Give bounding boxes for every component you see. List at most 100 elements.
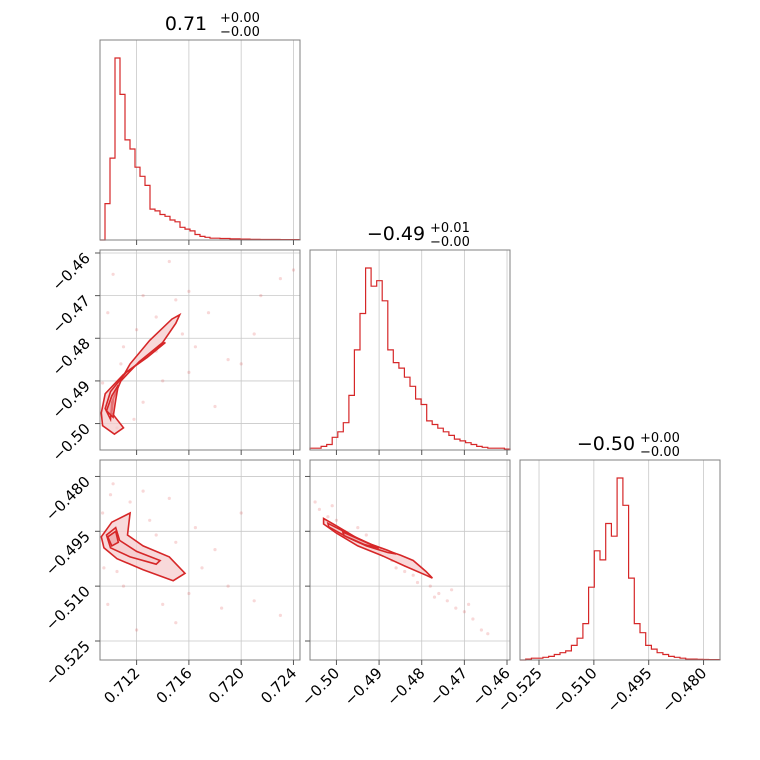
scatter-point (174, 540, 178, 544)
title-layer: 0.71 +0.00−0.00−0.49 +0.01−0.00−0.50 +0.00−… (165, 11, 680, 460)
param-median: −0.50 (577, 433, 635, 455)
scatter-point (450, 588, 454, 592)
scatter-point (364, 533, 368, 537)
x-tick-label: 0.712 (100, 664, 143, 707)
scatter-point (278, 613, 282, 618)
scatter-point (317, 507, 321, 511)
scatter-point (174, 298, 178, 302)
scatter-point (119, 362, 123, 366)
scatter-point (141, 489, 145, 493)
panel-frame (99, 459, 301, 661)
y-tick-label: −0.48 (49, 334, 94, 379)
scatter-point (135, 628, 139, 632)
scatter-point (101, 511, 105, 515)
histogram-line (100, 57, 301, 241)
x-tick-label: −0.48 (383, 664, 428, 709)
panel-frame (99, 39, 301, 241)
y-tick-label: −0.480 (42, 473, 94, 525)
scatter-point (334, 518, 338, 522)
scatter-point (220, 606, 224, 610)
scatter-point (445, 599, 449, 603)
scatter-point (278, 277, 282, 281)
scatter-point (154, 315, 158, 319)
param-median: 0.71 (165, 13, 207, 35)
x-tick-label: 0.716 (153, 664, 196, 707)
data-layer (100, 57, 721, 661)
scatter-point (128, 500, 132, 504)
scatter-point (432, 595, 437, 599)
x-tick-label: −0.49 (341, 664, 386, 709)
density-contour (105, 526, 162, 566)
scatter-point (111, 272, 115, 276)
scatter-point (239, 362, 243, 366)
scatter-point (111, 482, 115, 486)
scatter-point (486, 632, 490, 636)
y-tick-label: −0.46 (49, 249, 94, 294)
param-err-minus: −0.00 (640, 445, 680, 460)
param-err-plus: +0.00 (640, 431, 680, 446)
x-tick-label: −0.47 (426, 664, 471, 709)
scatter-point (132, 417, 136, 421)
x-tick-label: −0.50 (298, 664, 343, 709)
scatter-point (226, 358, 230, 362)
x-tick-label: −0.510 (549, 664, 601, 716)
scatter-point (187, 591, 191, 596)
scatter-point (411, 573, 415, 577)
param-err-minus: −0.00 (430, 235, 470, 250)
scatter-point (167, 496, 171, 500)
scatter-point (101, 381, 105, 385)
param-title: 0.71 (165, 13, 207, 35)
x-tick-label: −0.495 (604, 664, 656, 716)
scatter-point (135, 328, 139, 332)
scatter-point (187, 370, 191, 374)
scatter-point (154, 533, 158, 537)
scatter-point (206, 311, 211, 315)
scatter-point (167, 259, 171, 264)
scatter-point (106, 311, 110, 315)
scatter-point (428, 584, 432, 588)
scatter-point (462, 610, 466, 614)
param-err-plus: +0.00 (220, 11, 260, 26)
scatter-point (471, 617, 475, 621)
scatter-point (141, 400, 145, 404)
scatter-point (193, 345, 197, 349)
param-err-minus: −0.00 (220, 25, 260, 40)
scatter-point (226, 584, 230, 588)
panel-frame (99, 249, 301, 451)
scatter-panel (313, 500, 490, 636)
x-tick-label: 0.724 (257, 664, 300, 707)
histogram-line (309, 267, 511, 450)
scatter-point (356, 526, 360, 530)
param-err-plus: +0.01 (430, 221, 470, 236)
scatter-point (161, 602, 165, 607)
scatter-point (454, 606, 458, 610)
scatter-point (187, 289, 191, 293)
scatter-point (141, 294, 145, 298)
scatter-point (437, 591, 441, 596)
panel-frame (309, 249, 511, 451)
scatter-point (467, 602, 471, 607)
y-tick-label: −0.49 (49, 377, 94, 422)
y-tick-label: −0.50 (49, 420, 94, 465)
y-tick-label: −0.495 (42, 527, 94, 579)
density-contour-core (105, 384, 120, 419)
frame-layer (99, 39, 721, 661)
param-median: −0.49 (367, 223, 425, 245)
scatter-point (108, 493, 113, 497)
scatter-point (330, 504, 334, 508)
density-contour-core (341, 530, 380, 549)
scatter-point (313, 500, 317, 504)
scatter-point (403, 569, 407, 574)
x-tick-label: 0.720 (205, 664, 248, 707)
scatter-point (259, 294, 263, 298)
grid-layer (100, 40, 704, 660)
scatter-point (193, 526, 197, 530)
scatter-point (121, 584, 126, 588)
scatter-panel (100, 482, 282, 632)
scatter-point (200, 566, 204, 570)
scatter-point (239, 511, 243, 515)
scatter-point (106, 602, 110, 607)
scatter-point (180, 332, 184, 336)
scatter-point (213, 404, 217, 409)
panel-frame (519, 459, 721, 661)
